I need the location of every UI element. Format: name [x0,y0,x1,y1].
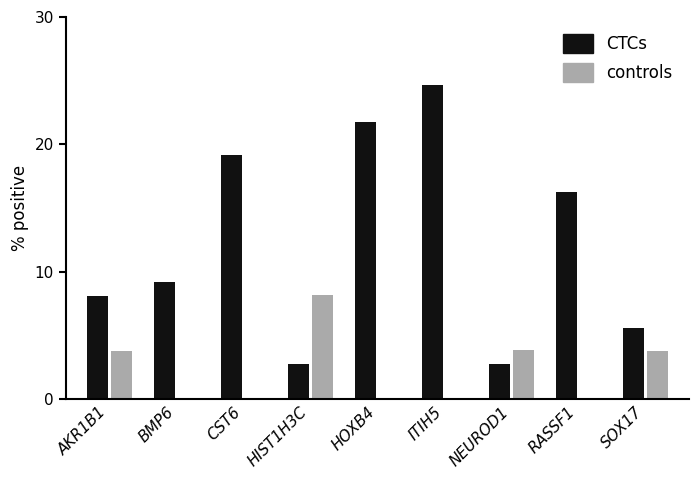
Bar [512,349,534,399]
Legend: CTCs, controls: CTCs, controls [554,25,680,91]
Bar [647,351,668,399]
Bar [288,363,309,399]
Bar [556,192,577,399]
Bar [87,296,108,399]
Bar [312,295,333,399]
Bar [220,155,242,399]
Y-axis label: % positive: % positive [11,165,29,251]
Bar [153,282,175,399]
Bar [421,84,443,399]
Bar [489,363,510,399]
Bar [355,121,376,399]
Bar [622,328,644,399]
Bar [111,351,132,399]
